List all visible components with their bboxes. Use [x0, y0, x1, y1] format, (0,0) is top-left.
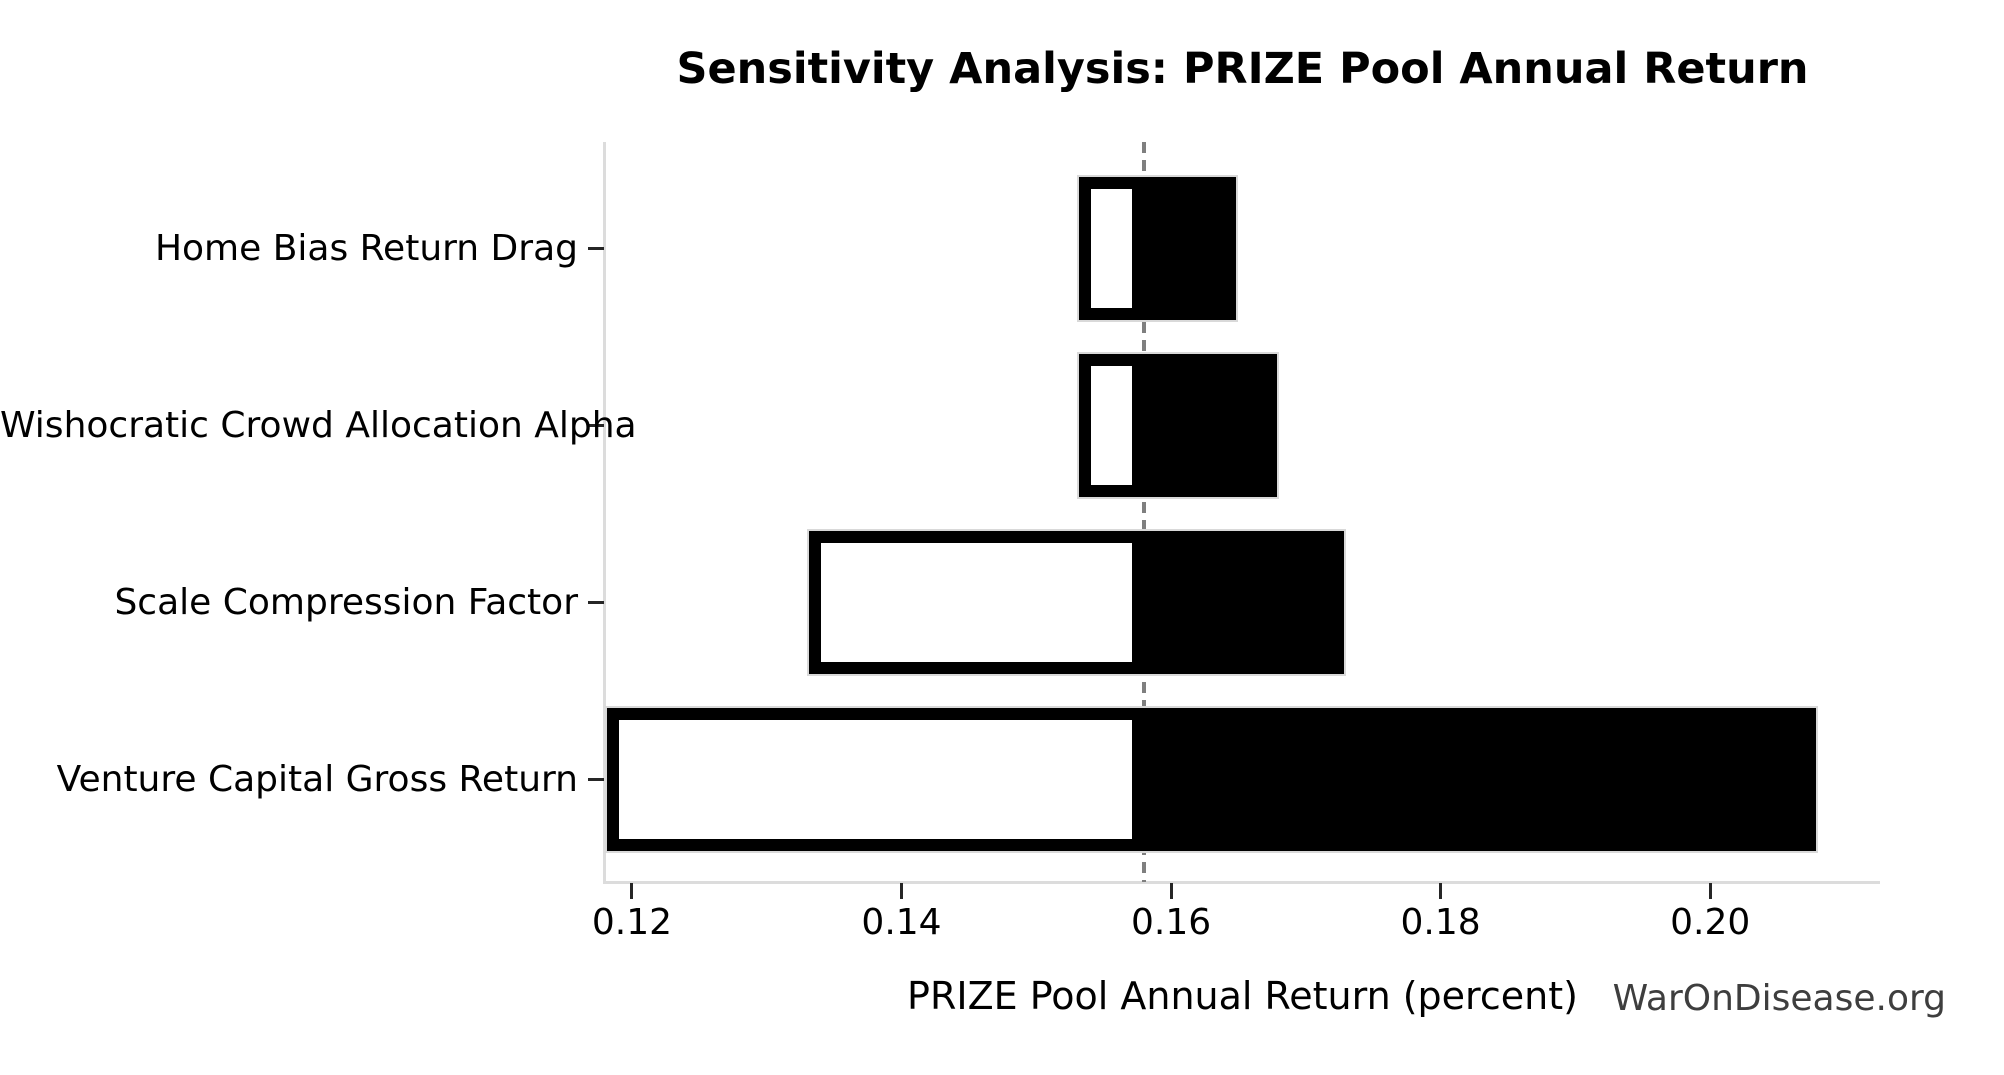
y-axis-category-label: Home Bias Return Drag — [154, 227, 578, 269]
y-axis-category-label: Scale Compression Factor — [114, 581, 578, 623]
low-bar — [1078, 354, 1145, 497]
low-bar — [607, 708, 1145, 851]
y-tick — [588, 247, 604, 250]
y-tick — [588, 424, 604, 427]
x-tick — [900, 883, 903, 899]
x-tick-label: 0.12 — [591, 902, 673, 943]
x-tick-label: 0.16 — [1130, 902, 1212, 943]
high-bar — [1076, 175, 1239, 322]
x-tick — [1708, 883, 1712, 899]
x-axis-spine — [603, 881, 1880, 884]
x-tick — [1439, 883, 1443, 899]
high-bar — [1076, 352, 1279, 499]
y-axis-category-label: Venture Capital Gross Return — [56, 758, 578, 800]
baseline-dashed-line — [1142, 142, 1147, 882]
y-axis-spine — [603, 142, 606, 883]
x-tick-label: 0.18 — [1400, 902, 1481, 943]
low-bar — [809, 531, 1145, 674]
plot-area — [605, 142, 1880, 882]
y-tick — [588, 601, 604, 604]
watermark: WarOnDisease.org — [1612, 978, 1946, 1019]
high-bar — [605, 706, 1818, 853]
y-axis-category-label: Wishocratic Crowd Allocation Alpha — [0, 404, 637, 446]
low-bar — [1078, 177, 1145, 320]
x-tick-label: 0.14 — [861, 902, 942, 943]
y-tick — [588, 778, 604, 781]
high-bar — [807, 529, 1347, 676]
x-tick — [1169, 883, 1173, 899]
x-axis-label: PRIZE Pool Annual Return (percent) — [907, 974, 1578, 1018]
chart-title: Sensitivity Analysis: PRIZE Pool Annual … — [676, 44, 1809, 94]
x-tick — [630, 883, 634, 899]
x-tick-label: 0.20 — [1670, 902, 1751, 943]
